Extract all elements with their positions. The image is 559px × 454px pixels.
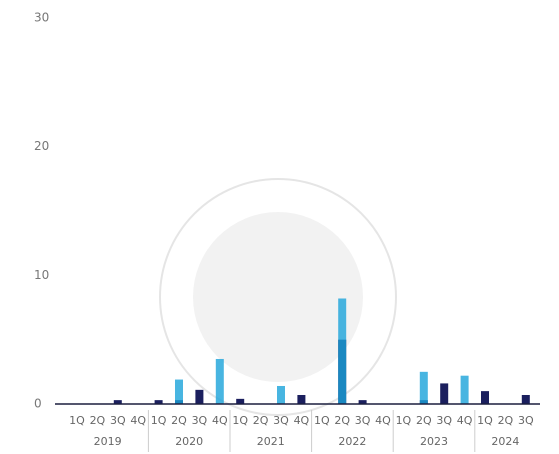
year-label: 2020 bbox=[175, 435, 203, 448]
bar bbox=[175, 379, 183, 404]
x-tick-label: 1Q bbox=[151, 414, 167, 427]
x-tick-label: 3Q bbox=[518, 414, 534, 427]
bar bbox=[358, 400, 367, 404]
x-tick-label: 4Q bbox=[130, 414, 146, 427]
y-tick-label: 0 bbox=[34, 397, 42, 411]
x-tick-label: 2Q bbox=[90, 414, 106, 427]
x-tick-label: 2Q bbox=[416, 414, 432, 427]
bar bbox=[195, 389, 204, 404]
year-label: 2019 bbox=[94, 435, 122, 448]
bar bbox=[338, 298, 347, 404]
x-tick-label: 1Q bbox=[477, 414, 493, 427]
year-label: 2023 bbox=[420, 435, 448, 448]
year-label: 2022 bbox=[338, 435, 366, 448]
bar bbox=[277, 385, 285, 404]
bar bbox=[419, 371, 428, 404]
x-tick-label: 3Q bbox=[355, 414, 371, 427]
y-tick-label: 30 bbox=[34, 11, 49, 25]
x-tick-label: 4Q bbox=[212, 414, 228, 427]
bar bbox=[113, 400, 122, 404]
y-tick-label: 10 bbox=[34, 268, 49, 282]
bar bbox=[236, 398, 245, 404]
x-tick-label: 1Q bbox=[69, 414, 85, 427]
x-tick-label: 2Q bbox=[498, 414, 514, 427]
x-tick-label: 2Q bbox=[171, 414, 187, 427]
x-tick-label: 3Q bbox=[110, 414, 126, 427]
x-tick-label: 3Q bbox=[436, 414, 452, 427]
year-label: 2024 bbox=[491, 435, 519, 448]
year-label: 2021 bbox=[257, 435, 285, 448]
bar bbox=[521, 394, 530, 404]
bar bbox=[460, 375, 469, 404]
x-tick-label: 1Q bbox=[314, 414, 330, 427]
bar bbox=[154, 400, 163, 404]
x-tick-label: 2Q bbox=[253, 414, 269, 427]
bar bbox=[215, 358, 224, 404]
x-tick-label: 3Q bbox=[192, 414, 208, 427]
x-tick-label: 4Q bbox=[457, 414, 473, 427]
x-tick-label: 1Q bbox=[232, 414, 248, 427]
x-tick-label: 4Q bbox=[375, 414, 391, 427]
bar bbox=[481, 391, 489, 404]
x-tick-label: 2Q bbox=[334, 414, 350, 427]
x-tick-label: 3Q bbox=[273, 414, 289, 427]
x-tick-label: 4Q bbox=[294, 414, 310, 427]
bar bbox=[440, 383, 449, 404]
watermark bbox=[159, 178, 397, 416]
y-tick-label: 20 bbox=[34, 139, 49, 153]
bar bbox=[297, 394, 306, 404]
x-tick-label: 1Q bbox=[396, 414, 412, 427]
